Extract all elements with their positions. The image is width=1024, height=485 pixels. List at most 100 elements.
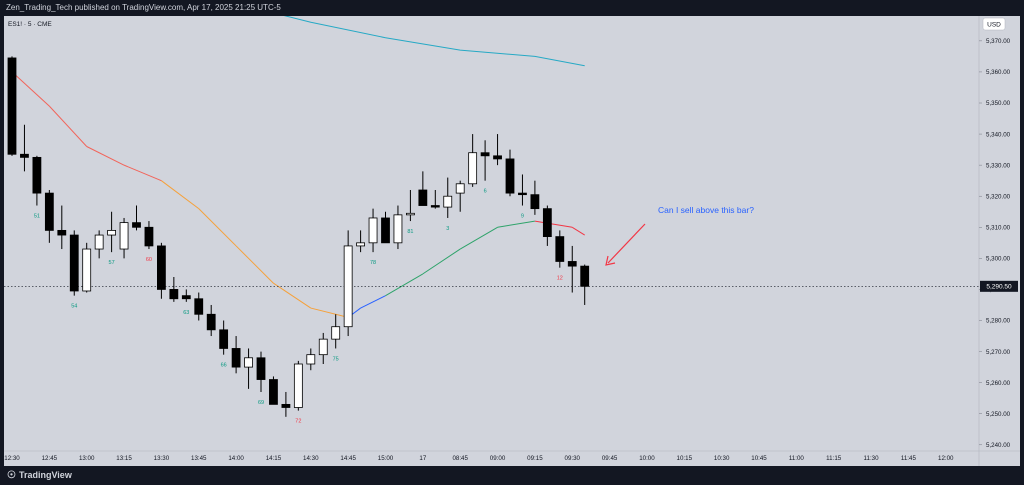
candle <box>567 245 577 293</box>
candle-body <box>7 57 17 155</box>
candle <box>430 190 440 209</box>
bar-count-label: 78 <box>370 260 376 266</box>
candle-body <box>480 152 490 157</box>
ema-20-segment <box>273 282 312 309</box>
time-tick-label: 10:15 <box>677 455 693 462</box>
ema-20-segment <box>123 164 162 182</box>
time-axis[interactable]: 12:30 12:45 13:00 13:15 13:30 13:45 14:00 14:15… <box>4 455 954 462</box>
candle <box>269 376 278 405</box>
time-tick-label: 11:15 <box>826 455 842 462</box>
candle-body <box>144 226 154 247</box>
ema-20-segment <box>11 71 50 107</box>
time-tick-label: 09:45 <box>602 455 618 462</box>
price-axis[interactable]: 5,370.00 5,360.00 5,350.00 5,340.00 5,330.00… <box>979 38 1011 449</box>
price-tick-label: 5,250.00 <box>986 411 1011 418</box>
time-tick-label: 12:45 <box>42 455 58 462</box>
annotation-text: Can I sell above this bar? <box>658 205 754 215</box>
bar-count-label: 72 <box>295 419 301 425</box>
candle-body <box>381 217 390 244</box>
tradingview-logo[interactable]: ☉ TradingView <box>7 470 72 481</box>
price-chart[interactable]: ES1! · 5 · CME USD 5,370.00 5,360.00 5,350… <box>4 16 1020 466</box>
ema-20-segment <box>385 273 424 297</box>
candle-body <box>405 212 415 216</box>
candle <box>580 264 590 305</box>
candle-body <box>430 205 440 208</box>
candle <box>505 149 515 197</box>
candle-body <box>219 329 229 349</box>
price-tick-label: 5,260.00 <box>986 380 1011 387</box>
candle-body <box>256 357 266 380</box>
candle <box>181 289 191 302</box>
candle-body <box>567 261 577 267</box>
candle <box>293 360 303 411</box>
ema-20-line <box>11 71 585 318</box>
time-tick-label: 14:45 <box>340 455 356 462</box>
candle-body <box>455 183 465 194</box>
brand-name: TradingView <box>18 470 72 480</box>
candle <box>468 134 478 187</box>
time-tick-label: 11:45 <box>901 455 917 462</box>
candle-body <box>518 192 527 196</box>
price-tick-label: 5,310.00 <box>986 224 1011 231</box>
price-tick-label: 5,340.00 <box>986 131 1011 138</box>
candle <box>169 277 179 302</box>
time-tick-label: 14:15 <box>266 455 282 462</box>
candle-body <box>231 348 241 368</box>
candle <box>418 171 428 206</box>
price-tick-label: 5,370.00 <box>986 38 1011 45</box>
publish-info: Zen_Trading_Tech published on TradingVie… <box>6 3 281 12</box>
candle-body <box>119 222 129 250</box>
bar-count-label: 6 <box>484 189 487 195</box>
ema-200-line <box>283 16 585 67</box>
candle-body <box>580 265 590 287</box>
ema-20-segment <box>310 307 349 318</box>
bar-count-label: 57 <box>109 260 115 266</box>
bar-count-label: 54 <box>71 304 77 310</box>
bar-count-label: 69 <box>258 400 264 406</box>
candle-body <box>169 289 179 300</box>
candle <box>194 292 204 321</box>
ema-20-segment <box>497 220 535 228</box>
candle-body <box>281 403 291 408</box>
candle-body <box>505 158 515 194</box>
candle-body <box>443 195 453 208</box>
candle <box>356 230 366 253</box>
ema-20-segment <box>571 226 585 236</box>
time-tick-label: 12:30 <box>4 455 20 462</box>
candle-body <box>32 156 42 194</box>
currency-badge[interactable]: USD <box>982 17 1006 31</box>
ema-20-segment <box>161 180 200 210</box>
time-tick-label: 09:30 <box>565 455 581 462</box>
candle-body <box>94 234 104 250</box>
candle <box>244 348 253 389</box>
candle <box>231 336 241 374</box>
candle <box>256 351 266 392</box>
candle <box>530 180 540 215</box>
bar-count-label: 75 <box>333 356 339 362</box>
time-tick-label: 13:00 <box>79 455 95 462</box>
candle <box>405 190 415 222</box>
candle <box>443 177 453 218</box>
bottom-bar: ☉ TradingView <box>0 466 1024 485</box>
time-tick-label: 08:45 <box>452 455 468 462</box>
time-tick-label: 10:45 <box>751 455 767 462</box>
candle-body <box>542 208 552 238</box>
candle <box>20 124 29 172</box>
candle <box>7 56 17 156</box>
top-bar: Zen_Trading_Tech published on TradingVie… <box>0 0 1024 16</box>
candle <box>57 205 67 250</box>
time-tick-label: 14:30 <box>303 455 319 462</box>
candle-body <box>493 155 502 160</box>
ema-20-segment <box>235 245 274 284</box>
candle-body <box>468 152 478 185</box>
candle <box>144 221 154 250</box>
time-tick-label: 13:30 <box>154 455 170 462</box>
price-tick-label: 5,350.00 <box>986 100 1011 107</box>
candle <box>493 134 502 166</box>
candle-body <box>555 236 565 262</box>
chart-background <box>4 16 1020 466</box>
candle <box>480 140 490 181</box>
time-tick-label: 10:30 <box>714 455 730 462</box>
candle-body <box>20 153 29 158</box>
